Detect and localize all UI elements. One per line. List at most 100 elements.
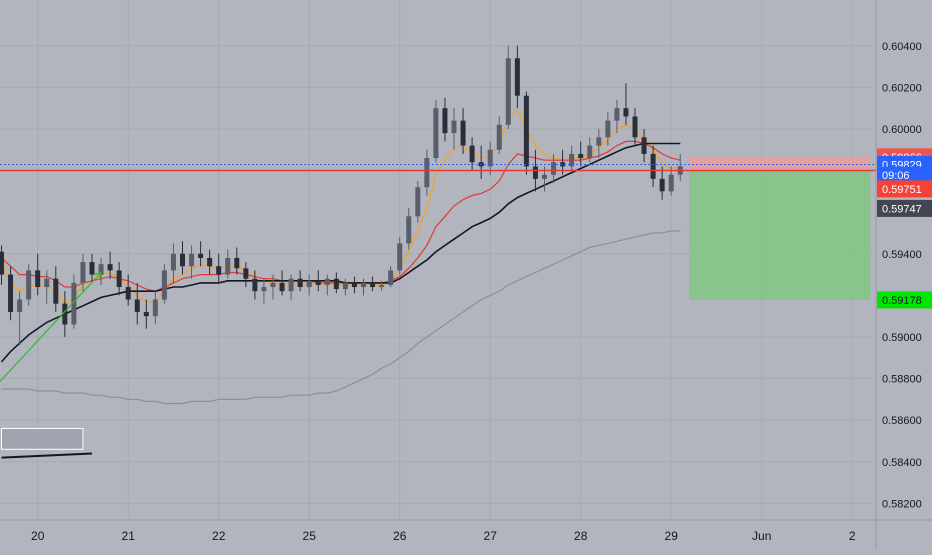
candle <box>270 274 276 300</box>
candle <box>578 141 584 167</box>
time-tick-label: 21 <box>122 529 136 543</box>
candle <box>207 249 213 275</box>
candle <box>442 97 448 142</box>
time-tick-label: 29 <box>665 529 679 543</box>
time-tick-label: 28 <box>574 529 588 543</box>
price-axis-badge: 0.59747 <box>877 199 932 217</box>
candle-body <box>578 153 584 159</box>
candle <box>261 278 267 304</box>
candle <box>134 282 140 325</box>
candle-body <box>0 251 4 275</box>
candle <box>80 253 86 292</box>
candle <box>397 237 403 275</box>
candle <box>243 262 249 288</box>
candle <box>551 153 557 184</box>
candle-body <box>659 178 665 192</box>
candle <box>379 280 385 292</box>
trendline-arrowhead <box>94 271 102 280</box>
candle <box>170 243 176 283</box>
candle <box>17 291 23 346</box>
candle <box>125 274 131 306</box>
price-badge-bg <box>877 199 932 217</box>
stop-loss-zone[interactable] <box>689 156 871 171</box>
candle-body <box>505 58 511 125</box>
candle <box>587 137 593 163</box>
candle-body <box>71 282 77 325</box>
candle-body <box>433 108 439 159</box>
candle-body <box>116 270 122 288</box>
candle <box>324 274 330 296</box>
time-axis-panel[interactable] <box>0 520 932 550</box>
candle <box>297 270 303 292</box>
candle-body <box>542 174 547 179</box>
trendline[interactable] <box>1 452 93 459</box>
candle-body <box>252 278 258 292</box>
candle-body <box>460 120 466 146</box>
candle-body <box>379 284 385 288</box>
candle-body <box>523 95 529 167</box>
candle-body <box>261 287 267 292</box>
candle <box>279 270 285 296</box>
candle-body <box>80 262 86 283</box>
candle-body <box>35 270 41 288</box>
moving-average-line <box>1 140 681 292</box>
time-tick-label: 25 <box>303 529 317 543</box>
candle <box>370 276 376 292</box>
candle-body <box>225 257 231 275</box>
candle-body <box>397 243 403 271</box>
price-tick-label: 0.60200 <box>882 82 922 94</box>
candle-body <box>406 216 412 244</box>
candle <box>605 112 611 146</box>
candle-body <box>496 124 502 150</box>
candle <box>0 245 4 285</box>
candle-body <box>189 253 195 267</box>
candle <box>35 253 41 296</box>
candle <box>514 45 520 109</box>
candle-body <box>143 312 149 317</box>
candle <box>89 253 95 283</box>
candle <box>306 274 312 296</box>
candle-body <box>107 264 113 271</box>
price-tick-label: 0.60400 <box>882 41 922 53</box>
price-axis-panel[interactable] <box>876 0 932 550</box>
candle <box>107 251 113 279</box>
moving-average-line <box>0 109 681 305</box>
candle <box>469 137 475 171</box>
candle-body <box>333 278 339 290</box>
candle <box>44 270 50 304</box>
candle <box>650 145 656 188</box>
time-tick-label: 26 <box>393 529 407 543</box>
price-axis-badge: 0.59178 <box>877 291 932 309</box>
price-tick-label: 0.58400 <box>882 457 922 469</box>
trendline[interactable] <box>0 272 102 399</box>
candle <box>569 145 575 171</box>
candle-body <box>134 299 140 312</box>
candle <box>361 278 366 296</box>
candle-body <box>44 278 50 288</box>
candle <box>216 253 222 283</box>
candle-body <box>198 253 204 258</box>
price-tick-label: 0.59400 <box>882 249 922 261</box>
candle-body <box>560 162 566 167</box>
take-profit-zone[interactable] <box>689 170 871 300</box>
candle-body <box>324 278 330 285</box>
price-tick-label: 0.60000 <box>882 124 922 136</box>
candle <box>505 45 511 129</box>
candle-body <box>161 270 167 300</box>
candle-body <box>170 253 176 271</box>
candle-body <box>243 268 249 279</box>
moving-average-line <box>0 142 681 363</box>
price-badge-bg <box>877 180 932 198</box>
candle <box>198 241 204 267</box>
candle-body <box>234 257 240 269</box>
time-tick-label: 2 <box>849 529 856 543</box>
candle <box>26 264 32 306</box>
candle <box>478 145 484 179</box>
overlay-lines <box>0 164 876 459</box>
rectangle-drawing[interactable] <box>1 427 84 450</box>
candle-body <box>514 58 520 96</box>
candle <box>152 291 158 325</box>
candle <box>677 153 683 181</box>
